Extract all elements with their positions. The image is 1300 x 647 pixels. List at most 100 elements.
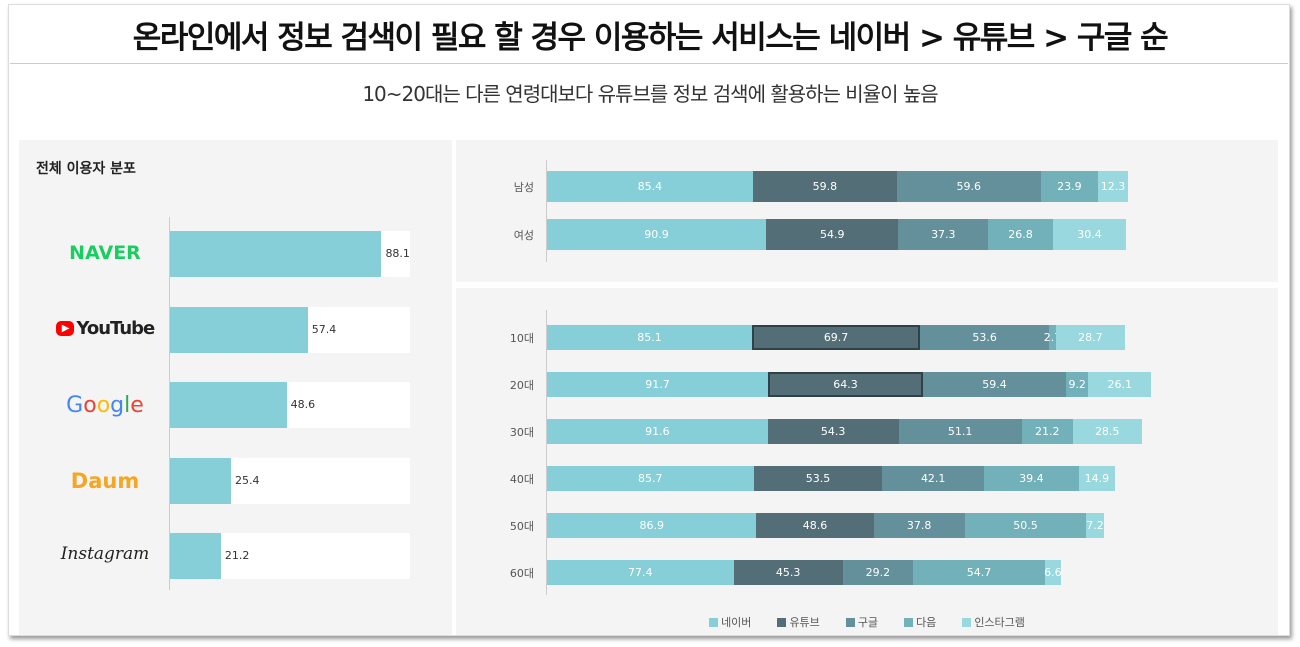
bar-segment-다음: 54.7 — [913, 559, 1045, 585]
bar-segment-인스타그램: 28.7 — [1055, 324, 1125, 350]
data-label: 48.6 — [802, 518, 828, 532]
category-label: 10대 — [509, 332, 534, 345]
bar-segment-유튜브: 48.6 — [756, 512, 874, 538]
bar-segment-다음: 9.2 — [1066, 371, 1089, 397]
bar-segment-구글: 37.8 — [873, 512, 965, 538]
bar-segment-유튜브: 54.9 — [766, 218, 899, 250]
bar-segment-인스타그램: 14.9 — [1078, 465, 1115, 491]
bar-segment-네이버: 91.7 — [547, 371, 768, 397]
logo-daum: Daum — [70, 468, 140, 493]
data-label: 51.1 — [947, 424, 973, 438]
bar-instagram — [170, 533, 221, 579]
bar-daum — [170, 457, 231, 504]
category-label: 20대 — [509, 379, 534, 392]
bar-segment-구글: 29.2 — [842, 559, 914, 585]
legend-swatch — [777, 617, 787, 627]
bar-google — [170, 382, 287, 428]
bar-segment-인스타그램: 12.3 — [1098, 170, 1128, 202]
legend-item-네이버: 네이버 — [709, 614, 751, 630]
data-label: 86.9 — [639, 518, 664, 532]
bar-segment-구글: 59.4 — [922, 371, 1067, 397]
bar-segment-인스타그램: 7.2 — [1086, 512, 1104, 538]
data-label: 14.9 — [1084, 471, 1110, 485]
overall-chart-title: 전체 이용자 분포 — [36, 161, 136, 177]
logo-youtube: ▶ YouTube — [45, 318, 165, 339]
legend-item-구글: 구글 — [845, 614, 878, 630]
category-label: 여성 — [513, 229, 534, 242]
axis-line — [169, 217, 170, 590]
legend-label: 네이버 — [721, 616, 752, 629]
data-label: 91.7 — [645, 377, 670, 391]
legend-item-유튜브: 유튜브 — [777, 614, 820, 630]
data-label: 91.6 — [645, 424, 670, 438]
data-label: 25.4 — [234, 473, 260, 487]
bar-segment-다음: 39.4 — [983, 465, 1079, 491]
bar-segment-다음: 23.9 — [1040, 170, 1099, 202]
data-label: 37.8 — [906, 518, 932, 532]
category-label: 60대 — [509, 567, 534, 580]
bar-segment-구글: 42.1 — [882, 465, 984, 491]
data-label: 26.8 — [1008, 227, 1033, 241]
legend-label: 인스타그램 — [974, 616, 1025, 629]
bar-segment-네이버: 86.9 — [547, 512, 757, 538]
data-label: 77.4 — [628, 565, 653, 579]
data-label: 57.4 — [311, 322, 337, 336]
data-label: 48.6 — [290, 398, 316, 411]
data-label: 29.2 — [865, 565, 891, 579]
bar-segment-유튜브: 59.8 — [752, 170, 897, 202]
page-title: 온라인에서 정보 검색이 필요 할 경우 이용하는 서비스는 네이버 > 유튜브… — [132, 20, 1169, 56]
divider — [10, 63, 1288, 64]
data-label: 85.1 — [637, 330, 662, 344]
data-label: 42.1 — [920, 471, 946, 485]
bar-segment-네이버: 85.7 — [547, 465, 754, 491]
data-label: 59.6 — [956, 179, 981, 193]
category-label: 남성 — [513, 181, 534, 194]
bar-segment-유튜브: 64.3 — [767, 371, 923, 397]
bar-naver — [170, 231, 382, 277]
bar-youtube — [170, 306, 308, 353]
bar-segment-다음: 2.7 — [1044, 324, 1061, 350]
legend-swatch — [709, 617, 719, 627]
legend-swatch — [962, 617, 972, 627]
data-label: 53.6 — [972, 330, 997, 344]
legend-swatch — [845, 617, 855, 627]
logo-instagram: Instagram — [60, 544, 150, 564]
data-label: 54.3 — [820, 424, 846, 438]
data-label: 59.4 — [982, 377, 1007, 391]
bar-segment-유튜브: 45.3 — [733, 559, 843, 585]
bar-segment-인스타그램: 26.1 — [1088, 371, 1152, 397]
bar-segment-인스타그램: 28.5 — [1072, 418, 1142, 444]
data-label: 50.5 — [1013, 518, 1038, 532]
logo-naver: NAVER — [69, 242, 141, 264]
data-label: 28.5 — [1094, 424, 1120, 438]
axis-line — [546, 160, 547, 262]
bar-segment-구글: 37.3 — [898, 218, 989, 250]
data-label: 26.1 — [1107, 377, 1132, 391]
data-label: 39.4 — [1019, 471, 1044, 485]
data-label: 7.2 — [1086, 518, 1104, 532]
data-label: 53.5 — [805, 471, 831, 485]
legend-label: 유튜브 — [789, 616, 820, 629]
data-label: 6.6 — [1044, 565, 1062, 579]
legend-label: 다음 — [916, 616, 937, 629]
legend-item-다음: 다음 — [904, 614, 936, 630]
data-label: 9.2 — [1068, 377, 1086, 391]
data-label: 45.3 — [775, 565, 801, 579]
bar-segment-다음: 26.8 — [988, 218, 1053, 250]
data-label: 30.4 — [1077, 227, 1102, 241]
bar-segment-구글: 59.6 — [896, 170, 1041, 202]
bar-segment-다음: 21.2 — [1021, 418, 1073, 444]
data-label: 12.3 — [1100, 179, 1126, 193]
age-chart-panel: 네이버 유튜브 구글 다음 인스타그램 10대 85.1 69.7 53.6 2.7 28.7 20… — [456, 288, 1278, 635]
data-label: 59.8 — [812, 179, 838, 193]
overall-chart-panel: 전체 이용자 분포 NAVER 88.1 ▶ YouTube 57.4 Google 48.… — [19, 140, 452, 635]
gender-chart-panel: 남성 85.4 59.8 59.6 23.9 12.3 여성 90.9 54.9 37.3 26.8… — [456, 140, 1278, 282]
legend-swatch — [904, 617, 914, 627]
bar-segment-네이버: 90.9 — [547, 218, 767, 250]
bar-segment-네이버: 85.1 — [547, 324, 753, 350]
data-label: 37.3 — [931, 227, 956, 241]
category-label: 30대 — [509, 426, 534, 439]
data-label: 28.7 — [1078, 330, 1103, 344]
data-label: 54.7 — [966, 565, 992, 579]
bar-segment-네이버: 77.4 — [547, 559, 734, 585]
